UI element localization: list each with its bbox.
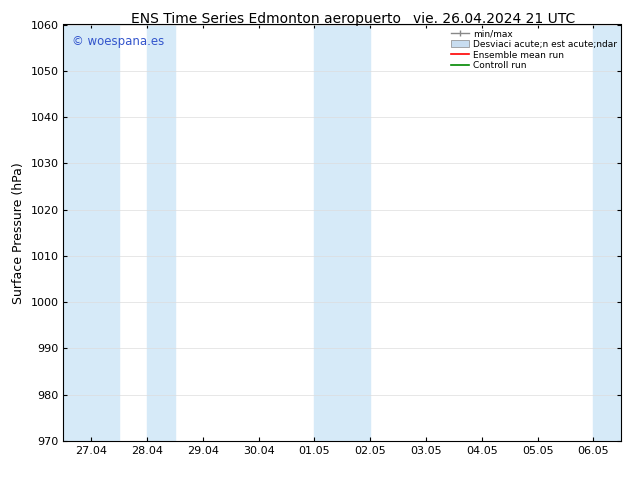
Text: © woespana.es: © woespana.es <box>72 35 164 48</box>
Text: vie. 26.04.2024 21 UTC: vie. 26.04.2024 21 UTC <box>413 12 576 26</box>
Bar <box>314 24 370 441</box>
Bar <box>593 24 621 441</box>
Text: ENS Time Series Edmonton aeropuerto: ENS Time Series Edmonton aeropuerto <box>131 12 401 26</box>
Bar <box>147 24 175 441</box>
Bar <box>63 24 119 441</box>
Y-axis label: Surface Pressure (hPa): Surface Pressure (hPa) <box>12 162 25 304</box>
Legend: min/max, Desviaci acute;n est acute;ndar, Ensemble mean run, Controll run: min/max, Desviaci acute;n est acute;ndar… <box>450 27 619 72</box>
